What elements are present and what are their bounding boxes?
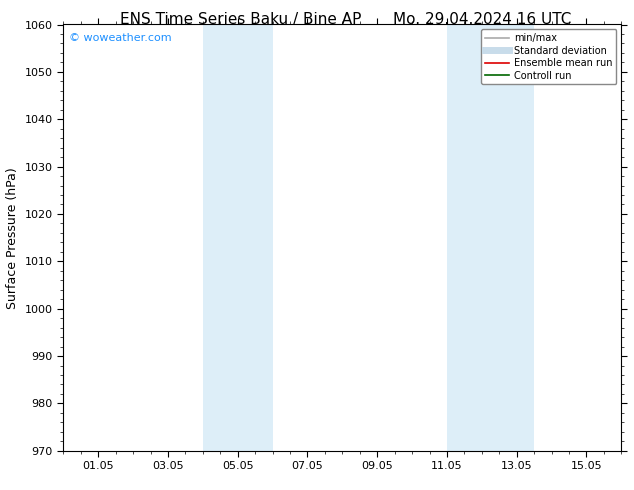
Text: ENS Time Series Baku / Bine AP: ENS Time Series Baku / Bine AP <box>120 12 361 27</box>
Legend: min/max, Standard deviation, Ensemble mean run, Controll run: min/max, Standard deviation, Ensemble me… <box>481 29 616 84</box>
Text: © woweather.com: © woweather.com <box>69 33 172 43</box>
Bar <box>447 24 534 451</box>
Y-axis label: Surface Pressure (hPa): Surface Pressure (hPa) <box>6 167 19 309</box>
Bar <box>203 24 273 451</box>
Text: Mo. 29.04.2024 16 UTC: Mo. 29.04.2024 16 UTC <box>392 12 571 27</box>
